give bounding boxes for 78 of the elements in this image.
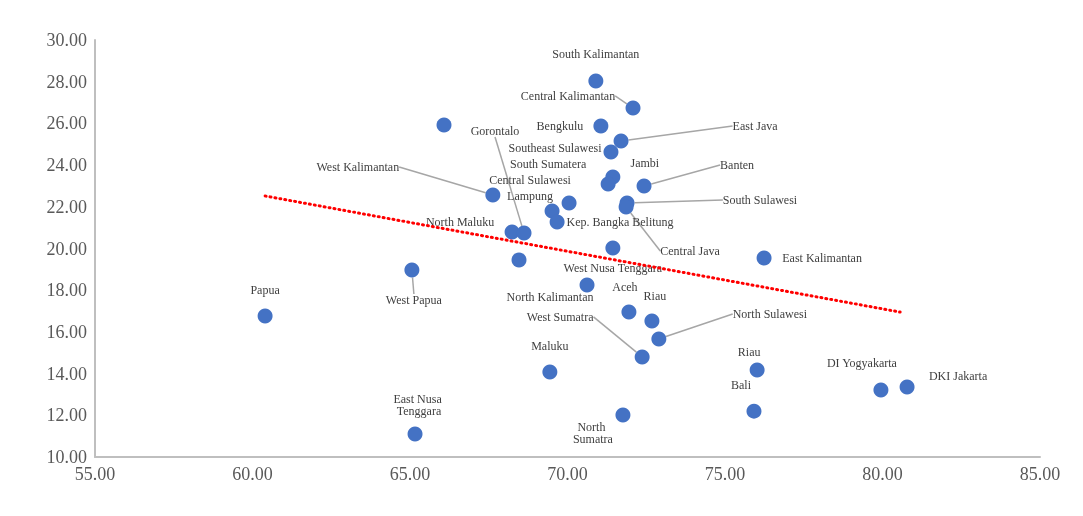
point <box>613 133 629 149</box>
data-label: DI Yogyakarta <box>826 356 898 371</box>
y-tick-label: 28.00 <box>46 71 87 92</box>
point <box>634 349 650 365</box>
y-tick-label: 30.00 <box>46 30 87 50</box>
data-label: Papua <box>250 283 281 298</box>
data-label: Riau <box>737 345 761 360</box>
y-tick-label: 20.00 <box>46 238 87 259</box>
point <box>605 240 621 256</box>
y-tick-label: 10.00 <box>46 447 87 467</box>
data-label: South Sulawesi <box>722 193 798 208</box>
point <box>600 176 616 192</box>
point <box>511 252 527 268</box>
data-label: North Sulawesi <box>732 306 808 321</box>
data-label: Southeast Sulawesi <box>508 140 603 155</box>
data-label: East Kalimantan <box>782 251 862 266</box>
point <box>516 225 532 241</box>
x-tick-label: 80.00 <box>862 464 903 484</box>
y-tick-label: 18.00 <box>46 280 87 301</box>
point <box>873 382 889 398</box>
point <box>644 313 660 329</box>
data-label: Kep. Bangka Belitung <box>566 215 674 230</box>
data-label: Aceh <box>612 280 638 295</box>
data-label: North Maluku <box>425 215 495 230</box>
data-label: Riau <box>643 289 667 304</box>
y-tick-label: 16.00 <box>46 321 87 342</box>
data-label: South Sumatera <box>509 157 587 172</box>
data-label: Gorontalo <box>470 124 520 139</box>
point <box>651 331 667 347</box>
point <box>549 214 565 230</box>
x-tick-label: 55.00 <box>74 464 116 484</box>
point <box>485 187 501 203</box>
data-label: Jambi <box>630 155 660 170</box>
data-label: DKI Jakarta <box>928 368 988 383</box>
point <box>404 262 420 278</box>
point <box>579 277 595 293</box>
data-label: East Java <box>732 118 779 133</box>
data-label: Lampung <box>507 188 554 203</box>
point <box>407 426 423 442</box>
data-label: North Sumatra <box>572 420 614 447</box>
y-tick-label: 26.00 <box>46 113 87 134</box>
point <box>636 178 652 194</box>
data-label: Central Java <box>660 244 721 259</box>
point <box>621 304 637 320</box>
data-label: West Papua <box>385 292 443 307</box>
point <box>603 144 619 160</box>
data-label: West Sumatra <box>526 309 595 324</box>
data-label: Maluku <box>531 338 569 353</box>
x-tick-label: 60.00 <box>232 464 273 484</box>
point <box>899 379 915 395</box>
y-tick-label: 24.00 <box>46 155 87 176</box>
data-label: Central Kalimantan <box>520 88 616 103</box>
point <box>756 250 772 266</box>
x-tick-label: 85.00 <box>1019 464 1061 484</box>
data-label: South Kalimantan <box>552 47 640 62</box>
point <box>625 100 641 116</box>
data-label: East Nusa Tenggara <box>393 392 445 419</box>
y-tick-label: 12.00 <box>46 405 87 426</box>
y-tick-label: 14.00 <box>46 363 87 384</box>
data-label: Bali <box>730 378 752 393</box>
point <box>257 308 273 324</box>
x-tick-label: 75.00 <box>704 464 746 484</box>
point <box>542 364 558 380</box>
data-label: Bengkulu <box>536 118 584 133</box>
data-label: Central Sulawesi <box>489 173 572 188</box>
data-label: West Kalimantan <box>316 159 400 174</box>
point <box>749 362 765 378</box>
point <box>593 118 609 134</box>
data-label: North Kalimantan <box>506 289 594 304</box>
x-tick-label: 70.00 <box>547 464 588 484</box>
y-tick-label: 22.00 <box>46 196 87 217</box>
point <box>561 195 577 211</box>
data-label: Banten <box>720 157 755 172</box>
x-tick-label: 65.00 <box>389 464 431 484</box>
point <box>588 73 604 89</box>
point <box>746 403 762 419</box>
point <box>436 117 452 133</box>
point <box>615 407 631 423</box>
